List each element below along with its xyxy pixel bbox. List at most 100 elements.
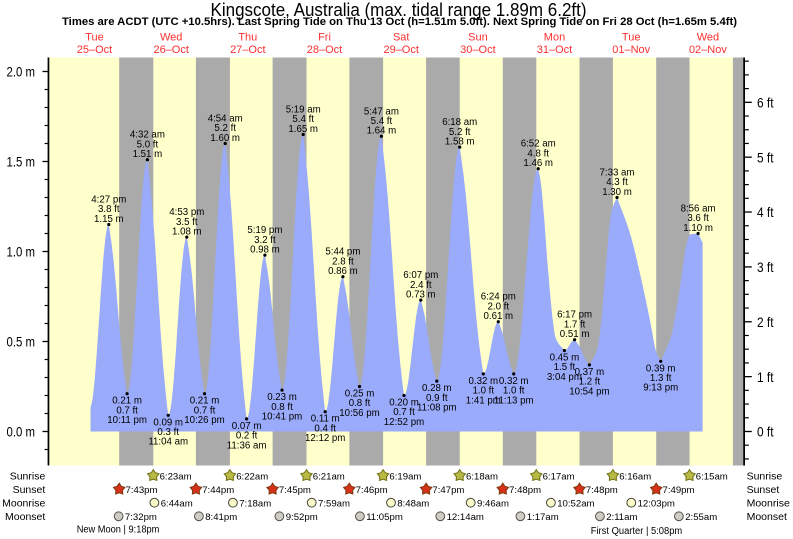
- svg-text:9:46am: 9:46am: [477, 499, 509, 510]
- svg-text:5:44 pm: 5:44 pm: [325, 247, 360, 258]
- svg-text:1:17am: 1:17am: [527, 512, 559, 523]
- svg-text:2:55am: 2:55am: [685, 512, 717, 523]
- svg-text:1.10 m: 1.10 m: [683, 223, 713, 234]
- svg-text:1.2 ft: 1.2 ft: [579, 377, 601, 388]
- svg-text:0.5 m: 0.5 m: [7, 335, 36, 350]
- svg-text:6:19am: 6:19am: [389, 471, 421, 482]
- svg-text:6:21am: 6:21am: [313, 471, 345, 482]
- svg-text:11:13 pm: 11:13 pm: [494, 395, 534, 406]
- svg-text:Sunset: Sunset: [747, 484, 780, 496]
- svg-text:6:23am: 6:23am: [160, 471, 192, 482]
- svg-text:10:56 pm: 10:56 pm: [339, 408, 379, 419]
- svg-text:1.65 m: 1.65 m: [288, 124, 318, 135]
- svg-text:3:04 pm: 3:04 pm: [547, 372, 582, 383]
- svg-text:Moonrise: Moonrise: [2, 498, 45, 510]
- svg-text:12:03pm: 12:03pm: [638, 499, 675, 510]
- svg-text:1.0 m: 1.0 m: [7, 245, 36, 260]
- svg-text:New Moon | 9:18pm: New Moon | 9:18pm: [77, 525, 160, 536]
- svg-text:27–Oct: 27–Oct: [230, 44, 265, 56]
- svg-text:26–Oct: 26–Oct: [153, 44, 188, 56]
- svg-text:8:41pm: 8:41pm: [205, 512, 237, 523]
- svg-text:0.39 m: 0.39 m: [646, 363, 676, 374]
- svg-text:Moonset: Moonset: [5, 511, 45, 523]
- svg-text:7:44pm: 7:44pm: [202, 485, 234, 496]
- svg-text:01–Nov: 01–Nov: [612, 44, 650, 56]
- svg-text:2.4 ft: 2.4 ft: [410, 280, 432, 291]
- svg-text:1:41 pm: 1:41 pm: [466, 395, 501, 406]
- svg-text:0.7 ft: 0.7 ft: [116, 405, 138, 416]
- svg-text:5.2 ft: 5.2 ft: [449, 127, 471, 138]
- svg-text:7:59am: 7:59am: [318, 499, 350, 510]
- svg-text:10:11 pm: 10:11 pm: [107, 415, 147, 426]
- svg-text:1.3 ft: 1.3 ft: [650, 373, 672, 384]
- svg-text:7:45pm: 7:45pm: [279, 485, 311, 496]
- svg-text:12:12 pm: 12:12 pm: [305, 433, 345, 444]
- svg-text:3.8 ft: 3.8 ft: [98, 204, 120, 215]
- svg-text:28–Oct: 28–Oct: [307, 44, 342, 56]
- svg-text:6:15am: 6:15am: [696, 471, 728, 482]
- svg-text:Sun: Sun: [468, 31, 488, 43]
- svg-text:0.0 m: 0.0 m: [7, 425, 36, 440]
- svg-text:6:17 pm: 6:17 pm: [557, 310, 592, 321]
- svg-text:0.4 ft: 0.4 ft: [314, 423, 336, 434]
- svg-text:Sunset: Sunset: [13, 484, 46, 496]
- svg-text:8:56 am: 8:56 am: [681, 204, 716, 215]
- svg-text:1.5 m: 1.5 m: [7, 155, 36, 170]
- svg-text:0 ft: 0 ft: [757, 425, 774, 440]
- svg-text:02–Nov: 02–Nov: [689, 44, 727, 56]
- svg-text:7:49pm: 7:49pm: [663, 485, 695, 496]
- svg-text:0.7 ft: 0.7 ft: [393, 407, 415, 418]
- svg-text:2.8 ft: 2.8 ft: [332, 256, 354, 267]
- svg-text:8:48am: 8:48am: [397, 499, 429, 510]
- svg-text:1.46 m: 1.46 m: [523, 158, 553, 169]
- svg-text:0.11 m: 0.11 m: [311, 414, 340, 425]
- svg-text:0.7 ft: 0.7 ft: [194, 405, 216, 416]
- svg-text:29–Oct: 29–Oct: [383, 44, 418, 56]
- svg-text:0.86 m: 0.86 m: [328, 266, 358, 277]
- svg-text:Tue: Tue: [622, 31, 641, 43]
- svg-text:0.98 m: 0.98 m: [250, 245, 280, 256]
- svg-text:Sunrise: Sunrise: [10, 470, 46, 482]
- svg-text:1.0 ft: 1.0 ft: [503, 386, 525, 397]
- svg-text:0.8 ft: 0.8 ft: [271, 402, 293, 413]
- svg-text:6:24 pm: 6:24 pm: [481, 292, 516, 303]
- svg-text:1.30 m: 1.30 m: [602, 187, 632, 198]
- svg-text:0.32 m: 0.32 m: [468, 376, 498, 387]
- svg-text:12:14am: 12:14am: [447, 512, 484, 523]
- svg-text:5:47 am: 5:47 am: [364, 106, 399, 117]
- svg-text:0.23 m: 0.23 m: [267, 392, 297, 403]
- svg-text:7:18am: 7:18am: [239, 499, 271, 510]
- svg-text:7:46pm: 7:46pm: [356, 485, 388, 496]
- svg-text:4 ft: 4 ft: [757, 205, 774, 220]
- svg-text:2.0 m: 2.0 m: [7, 65, 36, 80]
- svg-text:2:11am: 2:11am: [606, 512, 637, 523]
- svg-text:1.08 m: 1.08 m: [172, 227, 202, 238]
- svg-text:3.5 ft: 3.5 ft: [176, 217, 198, 228]
- svg-text:0.45 m: 0.45 m: [550, 353, 580, 364]
- svg-text:0.07 m: 0.07 m: [232, 421, 262, 432]
- svg-text:5.4 ft: 5.4 ft: [371, 116, 393, 127]
- svg-text:11:04 am: 11:04 am: [148, 437, 188, 448]
- svg-text:0.25 m: 0.25 m: [345, 389, 375, 400]
- svg-text:4:32 am: 4:32 am: [130, 130, 165, 141]
- svg-text:3 ft: 3 ft: [757, 260, 774, 275]
- svg-text:11:05pm: 11:05pm: [366, 512, 403, 523]
- svg-text:7:43pm: 7:43pm: [126, 485, 158, 496]
- svg-text:0.61 m: 0.61 m: [483, 311, 513, 322]
- svg-text:Fri: Fri: [318, 31, 331, 43]
- svg-text:Moonset: Moonset: [747, 511, 787, 523]
- svg-text:4:53 pm: 4:53 pm: [169, 207, 204, 218]
- svg-text:Kingscote, Australia (max. tid: Kingscote, Australia (max. tidal range 1…: [211, 0, 587, 20]
- svg-text:Wed: Wed: [697, 31, 719, 43]
- svg-text:7:33 am: 7:33 am: [599, 168, 634, 179]
- svg-text:1.64 m: 1.64 m: [367, 126, 397, 137]
- svg-text:10:26 pm: 10:26 pm: [184, 415, 224, 426]
- svg-text:Moonrise: Moonrise: [747, 498, 790, 510]
- svg-text:9:13 pm: 9:13 pm: [643, 383, 678, 394]
- svg-text:0.3 ft: 0.3 ft: [157, 427, 179, 438]
- svg-text:Tue: Tue: [85, 31, 104, 43]
- svg-text:25–Oct: 25–Oct: [77, 44, 112, 56]
- svg-text:6 ft: 6 ft: [757, 96, 774, 111]
- svg-text:Times are ACDT (UTC +10.5hrs).: Times are ACDT (UTC +10.5hrs). Last Spri…: [62, 16, 737, 28]
- svg-text:0.21 m: 0.21 m: [190, 396, 220, 407]
